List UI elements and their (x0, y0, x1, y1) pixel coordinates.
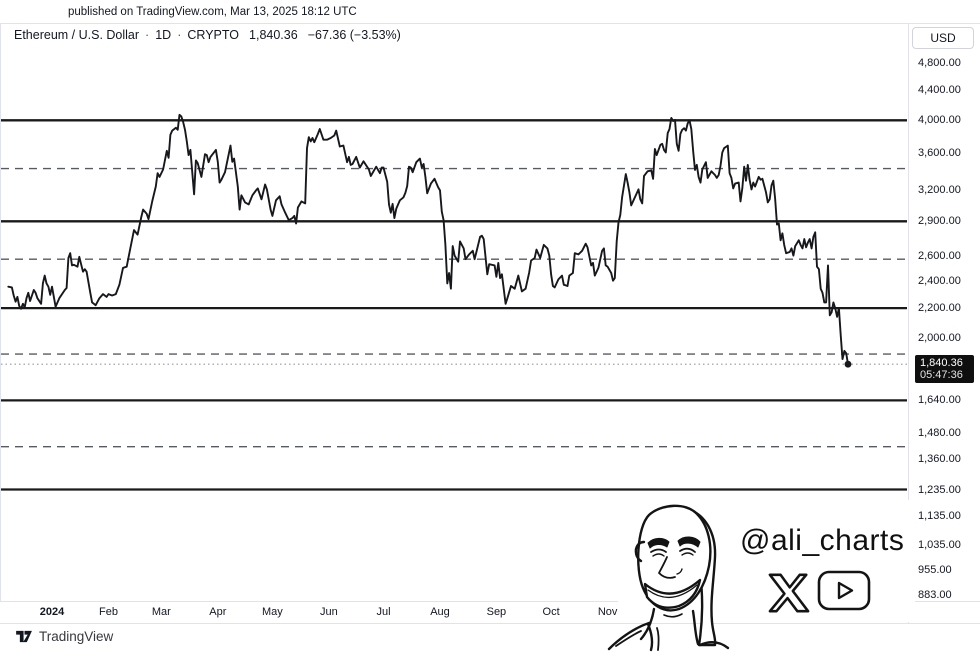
last-price-tag: 1,840.36 05:47:36 (915, 355, 974, 384)
tradingview-attribution[interactable]: TradingView (16, 629, 113, 644)
currency-label: USD (930, 31, 956, 45)
price-tick-2000: 2,000.00 (918, 332, 961, 344)
sketch-brow-right (677, 536, 701, 548)
last-price-marker-dot (844, 360, 852, 368)
time-tick-Oct: Oct (542, 606, 560, 618)
price-tick-1480: 1,480.00 (918, 426, 961, 439)
price-tick-1235: 1,235.00 (918, 483, 961, 496)
legend-separator: · (177, 28, 182, 42)
sketch-nose (658, 556, 676, 579)
time-tick-Aug: Aug (430, 606, 450, 618)
sketch-eye-left (650, 548, 667, 553)
time-tick-May: May (262, 606, 283, 618)
sketch-shoulder-right (698, 641, 730, 650)
interval-label: 1D (155, 28, 172, 42)
price-tick-1135: 1,135.00 (918, 510, 961, 522)
price-tick-3200: 3,200.00 (918, 184, 961, 197)
price-tick-4000: 4,000.00 (918, 114, 961, 127)
sketch-neck-right (691, 609, 700, 646)
time-tick-Nov: Nov (597, 606, 618, 618)
symbol-name: Ethereum / U.S. Dollar (14, 28, 140, 42)
time-tick-2024: 2024 (39, 606, 65, 618)
price-tick-955: 955.00 (918, 564, 952, 577)
exchange-label: CRYPTO (187, 28, 240, 42)
sketch-chin (663, 613, 683, 618)
price-tick-2200: 2,200.00 (918, 302, 961, 315)
price-tick-1640: 1,640.00 (918, 394, 961, 407)
time-tick-Apr: Apr (209, 606, 227, 618)
sketch-smile (643, 578, 702, 609)
smiling-man-sketch (607, 504, 730, 652)
time-scale-top-border (0, 601, 980, 602)
last-price-value: 1,840.36 (249, 28, 298, 42)
sketch-brow-left (647, 537, 670, 549)
price-tick-4400: 4,400.00 (918, 84, 961, 97)
tradingview-brand-text: TradingView (39, 629, 114, 644)
price-tick-2600: 2,600.00 (918, 249, 961, 262)
legend-separator: · (145, 28, 150, 42)
bar-countdown: 05:47:36 (920, 369, 963, 382)
last-price-tag-value: 1,840.36 (920, 357, 963, 370)
sketch-collar (646, 622, 654, 652)
price-scale[interactable]: 4,800.00 4,400.00 4,000.00 3,600.00 3,200.00… (908, 24, 980, 601)
sketch-ear (634, 540, 646, 563)
youtube-icon (817, 570, 871, 611)
pane-left-border (0, 24, 1, 601)
price-tick-1360: 1,360.00 (918, 453, 961, 466)
price-tick-1035: 1,035.00 (918, 539, 961, 551)
price-tick-2900: 2,900.00 (918, 215, 961, 228)
price-tick-3600: 3,600.00 (918, 147, 961, 160)
price-tick-883: 883.00 (918, 588, 952, 601)
time-tick-Feb: Feb (99, 606, 118, 618)
published-caption: published on TradingView.com, Mar 13, 20… (68, 6, 357, 18)
price-tick-2400: 2,400.00 (918, 274, 961, 287)
price-line-series (7, 113, 849, 366)
x-logo-icon (768, 573, 810, 613)
sketch-shoulder-left (607, 621, 651, 651)
pane-top-border (0, 23, 980, 24)
time-tick-Mar: Mar (151, 606, 171, 618)
time-scale-bottom-border (0, 623, 980, 624)
time-scale[interactable]: 2024 Feb Mar Apr May Jun Jul Aug Sep Oct Nov (0, 601, 908, 623)
currency-usd-button[interactable]: USD (912, 27, 974, 49)
price-scale-separator (908, 24, 909, 623)
sketch-eye-right (679, 547, 696, 553)
time-tick-Jul: Jul (376, 606, 391, 618)
sketch-head (637, 504, 712, 612)
sketch-teeth (647, 584, 698, 598)
time-tick-Sep: Sep (486, 606, 507, 618)
price-change-value: −67.36 (−3.53%) (307, 28, 401, 42)
price-tick-4800: 4,800.00 (918, 57, 961, 69)
tradingview-logo-icon (16, 630, 32, 643)
watermark-handle: @ali_charts (740, 524, 905, 557)
time-tick-Jun: Jun (320, 606, 338, 618)
chart-legend: Ethereum / U.S. Dollar · 1D · CRYPTO 1,8… (14, 28, 401, 42)
